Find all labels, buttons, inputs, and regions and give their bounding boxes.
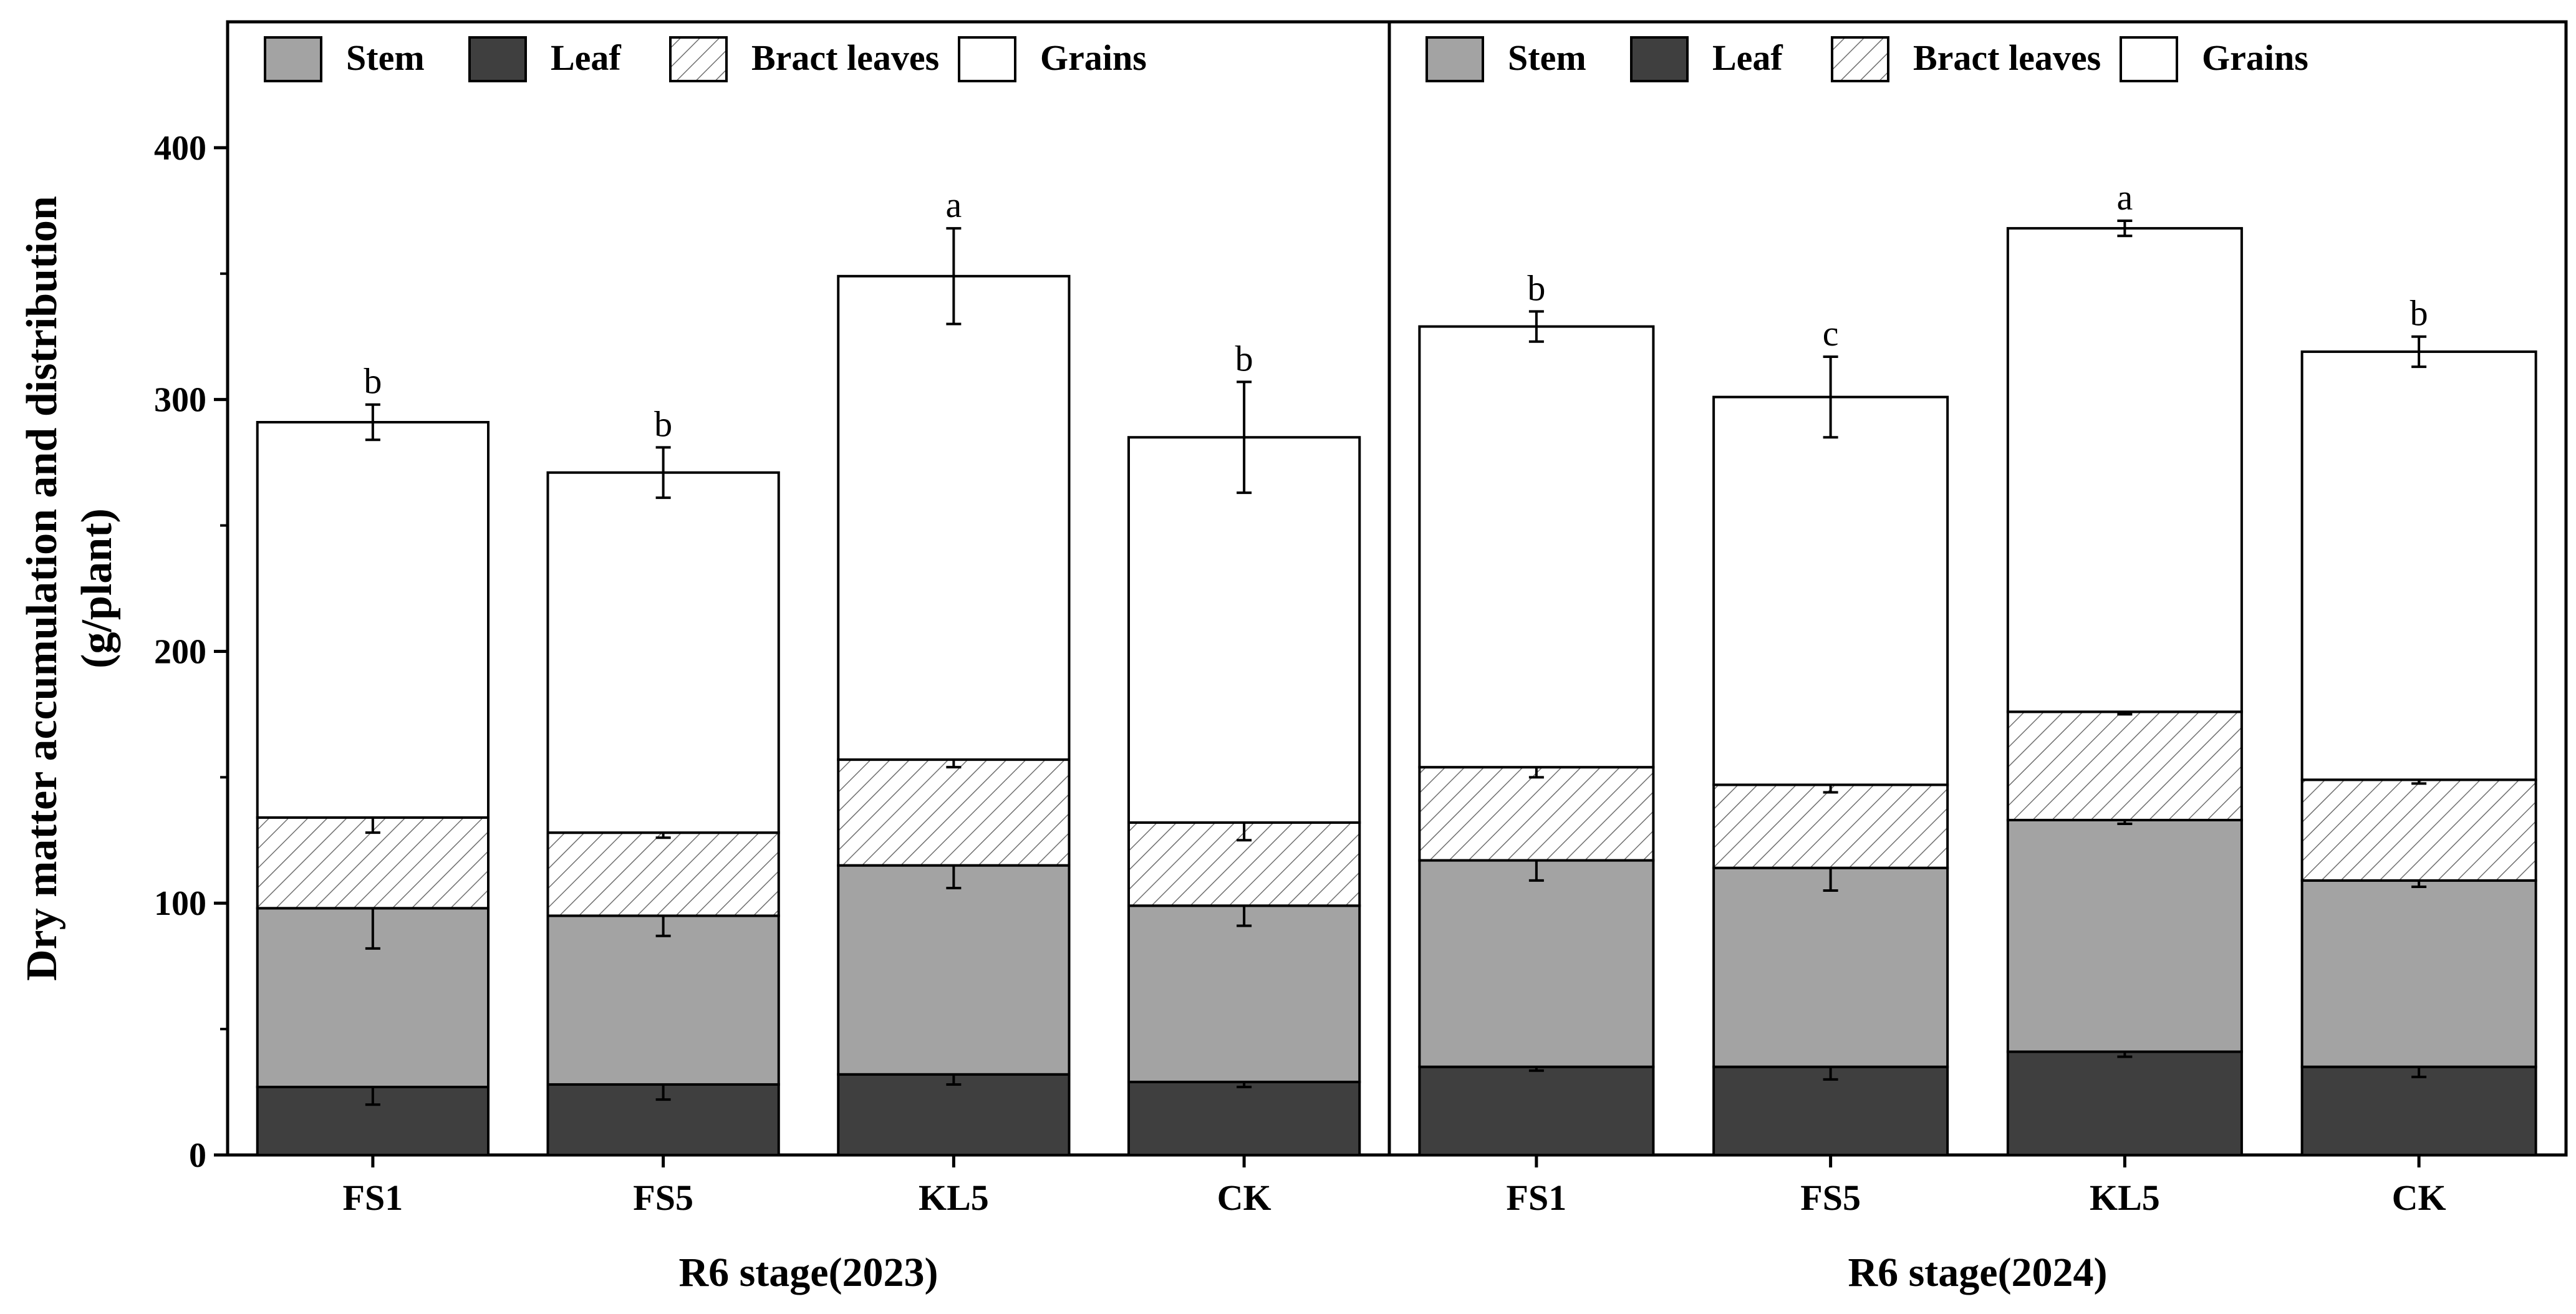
bar-segment-stem: [1712, 866, 1949, 1068]
legend-label: Leaf: [551, 37, 621, 78]
x-tick-label: KL5: [919, 1177, 989, 1218]
legend-swatch-leaf: [468, 36, 527, 82]
bar-segment-grains: [256, 421, 490, 819]
legend-swatch-bract-leaves: [1831, 36, 1889, 82]
bar-segment-stem: [837, 864, 1071, 1076]
x-tick-label: FS1: [1507, 1177, 1567, 1218]
bar-segment-bract-leaves: [1418, 766, 1655, 862]
legend-swatch-grains: [2120, 36, 2178, 82]
significance-letter: a: [946, 185, 962, 225]
significance-letter: a: [2117, 177, 2133, 218]
x-axis-label: R6 stage(2024): [1848, 1250, 2107, 1295]
significance-letter: b: [1527, 268, 1545, 308]
significance-letter: b: [2410, 293, 2428, 334]
x-tick-label: FS5: [633, 1177, 693, 1218]
bar-segment-grains: [2300, 350, 2537, 781]
bar-segment-bract-leaves: [2006, 710, 2243, 821]
significance-letter: b: [654, 403, 672, 444]
bar-segment-bract-leaves: [837, 758, 1071, 867]
bar-segment-grains: [546, 471, 780, 834]
bar-segment-bract-leaves: [1127, 821, 1361, 907]
y-tick-label: 100: [154, 884, 206, 923]
bar-segment-stem: [546, 914, 780, 1086]
bar-segment-stem: [2300, 879, 2537, 1068]
x-tick-label: FS5: [1800, 1177, 1861, 1218]
bar-segment-leaf: [1127, 1080, 1361, 1156]
legend-label: Leaf: [1712, 37, 1783, 78]
x-tick-label: CK: [2392, 1177, 2446, 1218]
legend-label: Grains: [2202, 37, 2308, 78]
bar-segment-stem: [1127, 904, 1361, 1083]
bar-segment-grains: [837, 274, 1071, 761]
legend-label: Grains: [1040, 37, 1147, 78]
x-axis-label: R6 stage(2023): [678, 1250, 938, 1295]
legend-swatch-leaf: [1630, 36, 1689, 82]
bar-segment-bract-leaves: [546, 831, 780, 917]
bar-segment-leaf: [1418, 1065, 1655, 1156]
significance-letter: b: [1235, 338, 1253, 379]
legend-swatch-stem: [1425, 36, 1484, 82]
x-tick-label: FS1: [343, 1177, 403, 1218]
plot-frame: [226, 20, 2568, 1157]
legend-swatch-grains: [958, 36, 1016, 82]
bar-segment-grains: [2006, 227, 2243, 713]
bar-segment-stem: [1418, 859, 1655, 1068]
legend-label: Stem: [346, 37, 425, 78]
y-tick-label: 0: [189, 1136, 206, 1175]
legend-label: Bract leaves: [1913, 37, 2101, 78]
x-tick-label: KL5: [2090, 1177, 2160, 1218]
significance-letter: b: [364, 361, 382, 402]
bar-segment-bract-leaves: [1712, 783, 1949, 869]
bar-segment-grains: [1712, 395, 1949, 786]
x-tick-label: CK: [1217, 1177, 1271, 1218]
bar-segment-leaf: [2300, 1065, 2537, 1156]
y-tick-label: 200: [154, 632, 206, 671]
y-axis-label: Dry matter accumulation and distribution: [18, 196, 66, 981]
legend-swatch-bract-leaves: [669, 36, 728, 82]
y-axis-unit-label: (g/plant): [73, 508, 121, 669]
bar-segment-grains: [1127, 436, 1361, 824]
bar-segment-stem: [2006, 818, 2243, 1053]
legend-label: Bract leaves: [751, 37, 939, 78]
bar-segment-leaf: [837, 1073, 1071, 1157]
significance-letter: c: [1823, 313, 1839, 354]
y-tick-label: 400: [154, 129, 206, 168]
legend-swatch-stem: [264, 36, 322, 82]
legend-label: Stem: [1508, 37, 1586, 78]
bar-segment-grains: [1418, 325, 1655, 769]
bar-segment-leaf: [2006, 1050, 2243, 1157]
y-tick-label: 300: [154, 381, 206, 420]
bar-segment-bract-leaves: [2300, 778, 2537, 882]
